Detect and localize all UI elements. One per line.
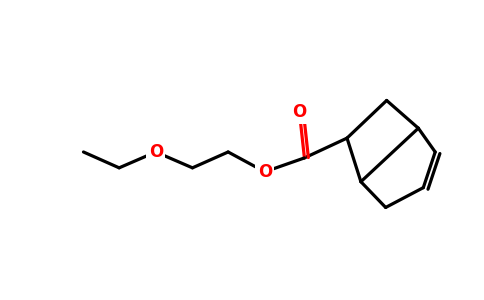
Text: O: O	[149, 143, 163, 161]
Text: O: O	[292, 103, 306, 122]
Text: O: O	[257, 163, 272, 181]
